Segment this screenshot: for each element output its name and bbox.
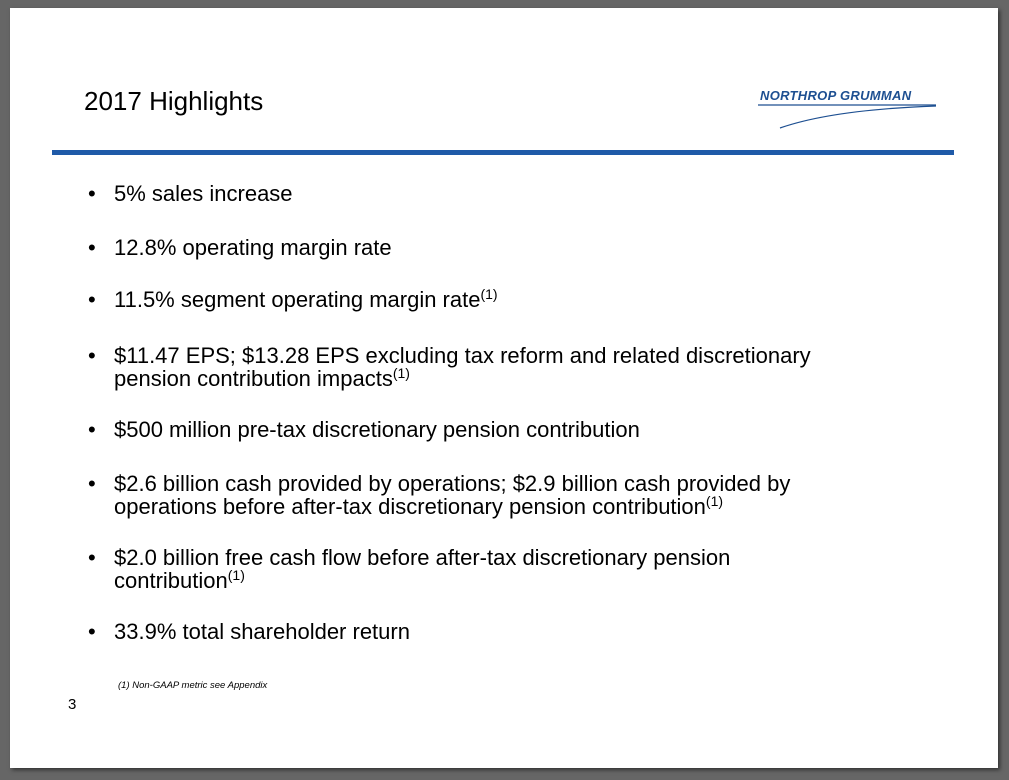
bullet-dot: • [88,619,96,644]
bullet-text: 33.9% total shareholder return [114,619,410,644]
bullet-text-line1: $11.47 EPS; $13.28 EPS excluding tax ref… [114,343,811,368]
bullet-text-line1: $2.6 billion cash provided by operations… [114,471,791,496]
bullet-text-line2: contribution [114,568,228,593]
bullet-text: 11.5% segment operating margin rate [114,287,481,312]
footnote-marker: (1) [227,567,245,583]
bullet-text: $500 million pre-tax discretionary pensi… [114,417,640,442]
list-item: • $2.0 billion free cash flow before aft… [88,546,948,592]
bullet-dot: • [88,471,96,496]
bullet-dot: • [88,235,96,260]
list-item: • 33.9% total shareholder return [88,620,948,643]
logo-swoosh-icon [758,104,937,129]
bullet-dot: • [88,343,96,368]
list-item: • 12.8% operating margin rate [88,236,948,259]
list-item: • $2.6 billion cash provided by operatio… [88,472,948,518]
northrop-grumman-logo: NORTHROP GRUMMAN [750,84,940,130]
bullet-text: 12.8% operating margin rate [114,235,392,260]
bullet-dot: • [88,287,96,312]
bullet-dot: • [88,181,96,206]
page-number: 3 [68,696,77,713]
bullet-text-line2: pension contribution impacts [114,366,393,391]
bullet-dot: • [88,417,96,442]
list-item: • 11.5% segment operating margin rate(1) [88,286,948,312]
footnote-marker: (1) [480,286,498,302]
list-item: • $500 million pre-tax discretionary pen… [88,418,948,441]
bullet-text-line1: $2.0 billion free cash flow before after… [114,545,731,570]
bullet-dot: • [88,545,96,570]
footnote-marker: (1) [705,493,724,509]
bullet-text-line2: operations before after-tax discretionar… [114,494,706,519]
list-item: • $11.47 EPS; $13.28 EPS excluding tax r… [88,344,948,390]
logo-wordmark: NORTHROP GRUMMAN [760,88,912,103]
header-rule [52,150,954,155]
slide-page: 2017 Highlights NORTHROP GRUMMAN • 5% sa… [10,8,998,768]
bullet-text: 5% sales increase [114,181,293,206]
list-item: • 5% sales increase [88,182,948,205]
slide-title: 2017 Highlights [84,86,264,116]
footnote: (1) Non-GAAP metric see Appendix [118,680,268,691]
footnote-marker: (1) [392,365,410,381]
